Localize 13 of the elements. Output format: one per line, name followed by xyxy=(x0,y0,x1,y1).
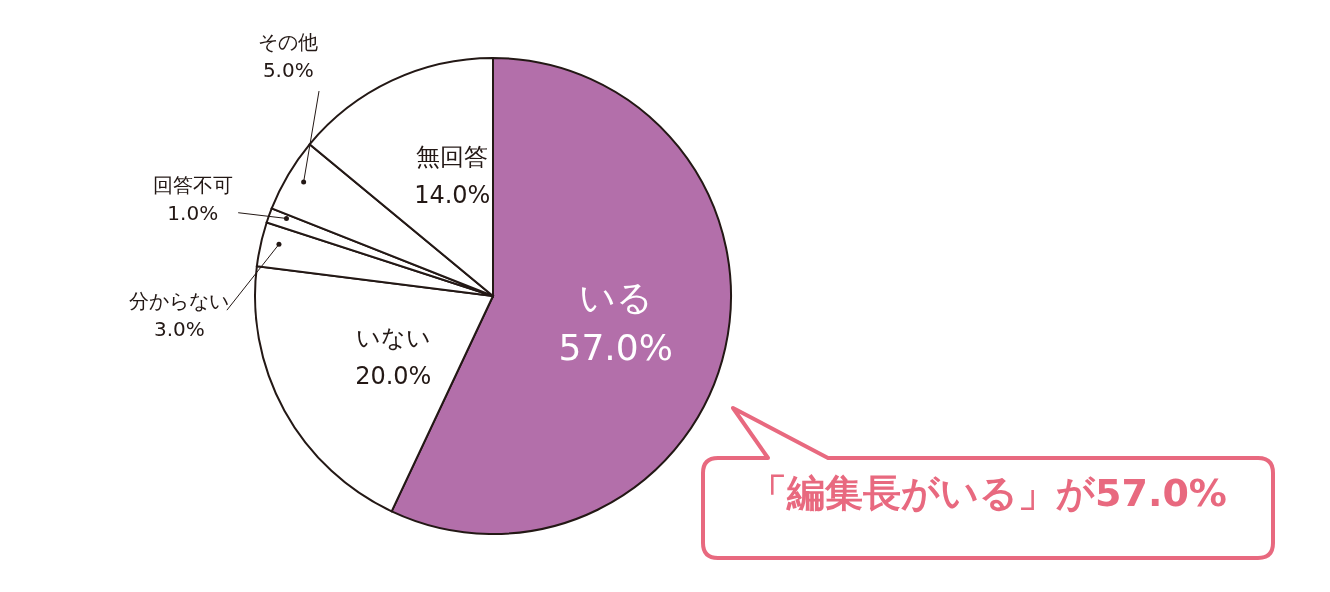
text: 「編集長がいる」が57.0% xyxy=(748,470,1228,517)
data-label: 14.0% xyxy=(414,180,491,209)
slice-label: 回答不可 xyxy=(152,173,233,198)
slice-label: いる xyxy=(578,276,653,318)
data-label: 3.0% xyxy=(154,316,205,341)
slice-label: 分からない xyxy=(129,288,230,313)
data-label: 20.0% xyxy=(355,362,432,391)
data-label: 57.0% xyxy=(558,326,673,368)
data-label: 1.0% xyxy=(167,201,219,226)
slice-label: 無回答 xyxy=(416,142,489,171)
slice-label: その他 xyxy=(258,29,319,54)
data-label: 5.0% xyxy=(262,57,314,82)
slice-label: いない xyxy=(355,324,431,353)
